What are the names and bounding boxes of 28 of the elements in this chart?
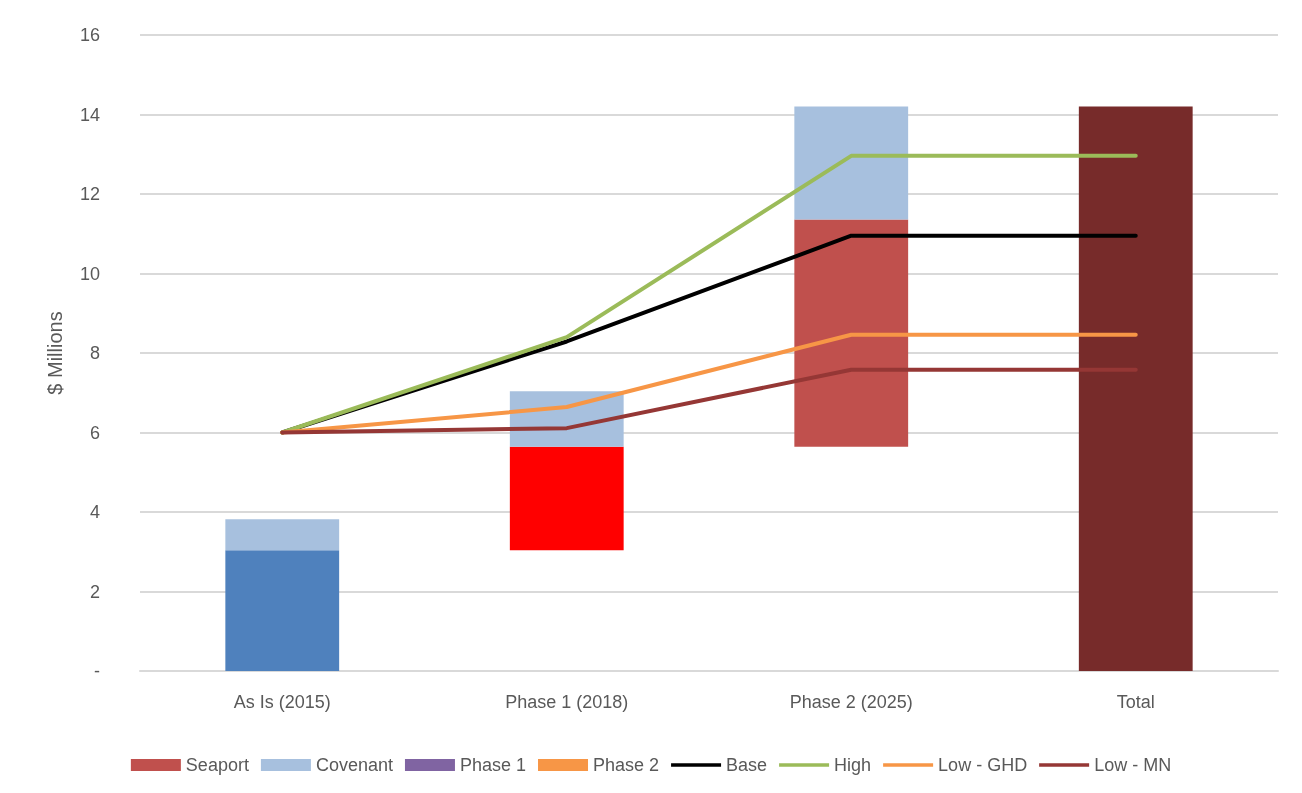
legend-label: Low - MN [1094, 755, 1172, 775]
y-axis-title: $ Millions [44, 311, 66, 395]
legend-label: Seaport [185, 755, 249, 775]
legend-label: Low - GHD [938, 755, 1028, 775]
bar [225, 550, 340, 671]
x-tick-label: Total [1116, 692, 1155, 712]
legend-label: Phase 2 [593, 755, 660, 775]
y-tick-label: 10 [79, 263, 100, 284]
bar [225, 519, 340, 551]
bar [1078, 106, 1193, 671]
x-tick-label: As Is (2015) [233, 692, 331, 712]
legend-label: Phase 1 [459, 755, 527, 775]
bar [794, 106, 909, 220]
x-tick-label: Phase 1 (2018) [505, 692, 629, 712]
y-tick-label: 12 [79, 184, 100, 204]
y-tick-label: 14 [79, 104, 100, 125]
y-tick-label: - [94, 661, 100, 681]
y-tick-label: 4 [89, 502, 100, 522]
y-tick-label: 8 [89, 343, 100, 363]
y-tick-label: 6 [89, 422, 100, 443]
legend-label: Covenant [315, 755, 393, 775]
bar [509, 446, 624, 551]
x-tick-label: Phase 2 (2025) [789, 692, 913, 712]
y-tick-label: 2 [89, 581, 100, 602]
legend-label: High [834, 755, 872, 775]
bar [794, 219, 909, 447]
y-tick-label: 16 [79, 25, 100, 45]
legend-label: Base [726, 755, 768, 775]
